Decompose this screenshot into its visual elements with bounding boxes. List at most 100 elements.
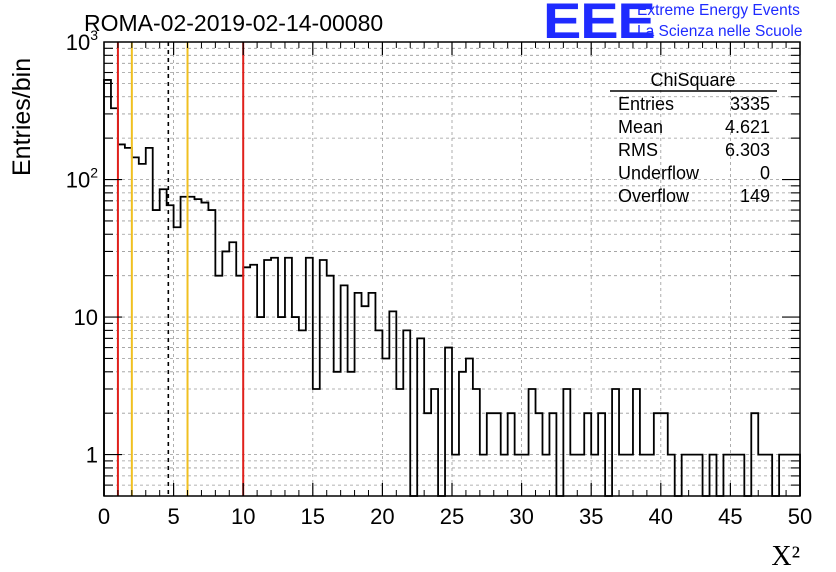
histogram-bin: [730, 455, 737, 496]
histogram-bin: [765, 455, 772, 496]
stats-row-label: RMS: [618, 140, 658, 160]
logo-line-1: Extreme Energy Events: [637, 2, 800, 19]
histogram-bin: [424, 413, 431, 496]
histogram-bin: [710, 455, 717, 496]
stats-row-value: 4.621: [725, 117, 770, 137]
y-tick-label: 102: [66, 165, 98, 193]
histogram-bin: [201, 203, 208, 496]
histogram-bin: [257, 317, 264, 496]
histogram-bin: [320, 260, 327, 496]
histogram-bin: [146, 148, 153, 496]
x-tick-label: 50: [788, 504, 812, 529]
histogram-bin: [194, 199, 201, 496]
histogram-bin: [181, 197, 188, 496]
stats-row-value: 3335: [730, 94, 770, 114]
histogram-bin: [313, 389, 320, 496]
histogram-bin: [396, 389, 403, 496]
histogram-bin: [431, 389, 438, 496]
x-tick-label: 0: [98, 504, 110, 529]
histogram-bin: [696, 455, 703, 496]
histogram-bin: [118, 144, 125, 496]
histogram-bin: [104, 80, 111, 496]
x-tick-label: 35: [579, 504, 603, 529]
histogram-bin: [661, 413, 668, 496]
y-axis-label: Entries/bin: [8, 58, 36, 176]
histogram-bin: [737, 455, 744, 496]
histogram-bin: [452, 455, 459, 496]
histogram-bin: [355, 293, 362, 496]
histogram-bin: [542, 455, 549, 496]
x-axis-label: X²: [771, 541, 800, 572]
histogram-bin: [278, 317, 285, 496]
histogram-bin: [536, 413, 543, 496]
histogram-bin: [577, 455, 584, 496]
histogram-bin: [327, 276, 334, 496]
logo-line-2: La Scienza nelle Scuole: [637, 23, 803, 40]
logo-mark: EEE: [543, 0, 656, 49]
histogram-bin: [466, 358, 473, 496]
histogram-bin: [292, 317, 299, 496]
histogram-bin: [236, 276, 243, 496]
histogram-bin: [153, 210, 160, 496]
histogram-bin: [382, 358, 389, 496]
eee-logo: EEE Extreme Energy Events La Scienza nel…: [543, 0, 833, 49]
histogram-bin: [306, 258, 313, 496]
histogram-bin: [264, 260, 271, 496]
x-tick-label: 5: [167, 504, 179, 529]
histogram-bin: [334, 372, 341, 496]
x-tick-labels: 0 5 10 15 20 25 30 35 40 45 50: [98, 504, 812, 529]
histogram-bin: [508, 413, 515, 496]
histogram-bin: [619, 455, 626, 496]
stats-row-label: Mean: [618, 117, 663, 137]
y-tick-label: 103: [66, 27, 98, 55]
x-tick-label: 30: [509, 504, 533, 529]
stats-box-title: ChiSquare: [650, 70, 735, 90]
histogram-bin: [271, 258, 278, 496]
histogram-bin: [584, 413, 591, 496]
reference-lines: [116, 42, 245, 496]
histogram-bin: [243, 267, 250, 496]
histogram-bin: [598, 413, 605, 496]
y-tick-label: 1: [86, 443, 98, 468]
histogram-bin: [682, 455, 689, 496]
histogram-bin: [529, 389, 536, 496]
histogram-bin: [668, 455, 675, 496]
histogram-bin: [473, 389, 480, 496]
histogram-bin: [348, 372, 355, 496]
y-tick-labels: 1 10 102 103: [66, 27, 98, 468]
histogram-bin: [229, 242, 236, 496]
histogram-bin: [459, 372, 466, 496]
histogram-outline: [103, 79, 801, 497]
histogram-bin: [480, 455, 487, 496]
histogram-bin: [250, 265, 257, 496]
x-tick-label: 25: [440, 504, 464, 529]
histogram-bin: [626, 455, 633, 496]
stats-row-value: 6.303: [725, 140, 770, 160]
histogram-bin: [299, 330, 306, 496]
histogram-bin: [375, 330, 382, 496]
histogram-bin: [515, 455, 522, 496]
x-tick-label: 40: [649, 504, 673, 529]
stats-row-value: 149: [740, 186, 770, 206]
histogram-bin: [160, 189, 167, 496]
histogram-bin: [417, 338, 424, 496]
histogram-bin: [751, 413, 758, 496]
stats-row-label: Overflow: [618, 186, 690, 206]
histogram-bin: [215, 276, 222, 496]
histogram-bin: [549, 413, 556, 496]
histogram-bin: [689, 455, 696, 496]
histogram-bin: [389, 311, 396, 496]
histogram-bin: [285, 258, 292, 496]
x-tick-label: 15: [301, 504, 325, 529]
histogram-bin: [188, 197, 195, 496]
x-tick-label: 20: [370, 504, 394, 529]
histogram-bin: [522, 455, 529, 496]
histogram-bin: [403, 330, 410, 496]
x-tick-label: 10: [231, 504, 255, 529]
histogram-bin: [487, 413, 494, 496]
histogram-bin: [368, 293, 375, 496]
histogram-bin: [640, 455, 647, 496]
histogram-bin: [222, 251, 229, 496]
histogram-bin: [779, 455, 786, 496]
stats-row-label: Entries: [618, 94, 674, 114]
